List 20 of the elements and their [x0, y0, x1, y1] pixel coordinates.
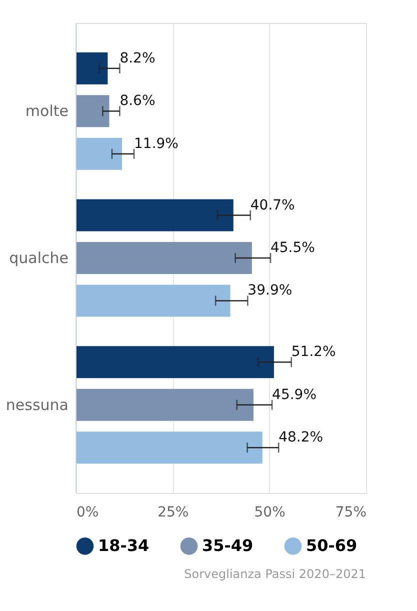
data-label: 8.6%	[120, 93, 156, 110]
data-label: 40.7%	[250, 197, 295, 214]
legend-label: 35-49	[202, 536, 254, 556]
data-label: 39.9%	[248, 282, 292, 299]
text: Sorveglianza Passi 2020–2021	[184, 567, 366, 581]
x-tick-label: 50%	[254, 504, 286, 520]
data-label: 8.2%	[120, 50, 156, 66]
x-tick-label: 0%	[76, 504, 99, 520]
data-label: 48.2%	[278, 430, 324, 446]
legend-label: 50-69	[306, 536, 358, 556]
y-tick-label: nessuna	[6, 396, 68, 414]
y-tick-label: molte	[25, 102, 68, 120]
data-label: 45.9%	[272, 386, 317, 403]
x-tick-label: 25%	[158, 504, 189, 520]
data-label: 11.9%	[134, 136, 178, 152]
legend-label: 18-34	[98, 536, 150, 556]
x-tick-label: 75%	[335, 504, 366, 520]
data-label: 51.2%	[291, 344, 336, 360]
data-label: 45.5%	[270, 240, 315, 256]
y-tick-label: qualche	[9, 249, 68, 267]
